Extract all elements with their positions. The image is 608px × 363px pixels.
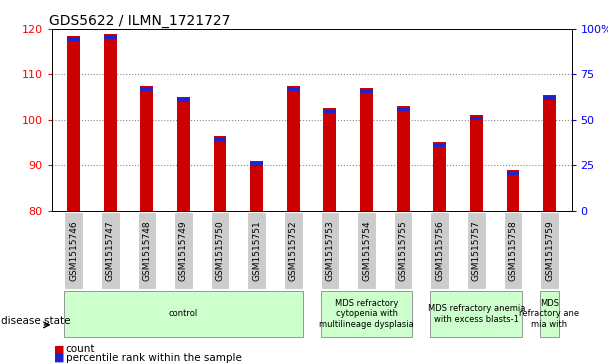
Text: GSM1515754: GSM1515754 [362,220,371,281]
Text: MDS
refractory ane
mia with: MDS refractory ane mia with [519,299,579,329]
Bar [434,142,446,211]
Text: GSM1515750: GSM1515750 [216,220,224,281]
Bar [64,291,303,337]
Bar [287,86,300,211]
Text: GSM1515756: GSM1515756 [435,220,444,281]
Text: GSM1515751: GSM1515751 [252,220,261,281]
Bar [250,160,263,211]
Bar [140,87,153,91]
Text: ■: ■ [54,352,64,363]
Bar [541,212,559,289]
Bar [177,97,190,211]
Bar [174,212,193,289]
Bar [541,291,559,337]
Text: ■: ■ [54,344,64,354]
Bar [104,33,117,211]
Bar [67,37,80,41]
Bar [543,95,556,211]
Bar [67,36,80,211]
Bar [543,96,556,100]
Bar [247,212,266,289]
Text: GSM1515759: GSM1515759 [545,220,554,281]
Bar [394,212,412,289]
Text: count: count [66,344,95,354]
Text: GSM1515753: GSM1515753 [325,220,334,281]
Text: GSM1515757: GSM1515757 [472,220,481,281]
Bar [396,107,410,111]
Text: disease state: disease state [1,316,71,326]
Text: percentile rank within the sample: percentile rank within the sample [66,352,241,363]
Bar [470,117,483,120]
Bar [104,35,117,38]
Text: GSM1515746: GSM1515746 [69,220,78,281]
Bar [503,212,522,289]
Bar [396,106,410,211]
Bar [213,137,227,140]
Bar [137,212,156,289]
Bar [467,212,486,289]
Bar [470,115,483,211]
Bar [287,87,300,91]
Bar [323,109,336,211]
Bar [430,212,449,289]
Text: GDS5622 / ILMN_1721727: GDS5622 / ILMN_1721727 [49,14,230,28]
Text: GSM1515758: GSM1515758 [508,220,517,281]
Bar [211,212,229,289]
Bar [101,212,120,289]
Text: GSM1515748: GSM1515748 [142,220,151,281]
Bar [320,212,339,289]
Bar [506,170,519,211]
Bar [360,88,373,211]
Text: GSM1515755: GSM1515755 [399,220,407,281]
Text: GSM1515747: GSM1515747 [106,220,115,281]
Bar [357,212,376,289]
Bar [360,89,373,93]
Bar [213,136,227,211]
Text: GSM1515752: GSM1515752 [289,220,298,281]
Bar [320,291,412,337]
Bar [64,212,83,289]
Bar [284,212,303,289]
Text: MDS refractory
cytopenia with
multilineage dysplasia: MDS refractory cytopenia with multilinea… [319,299,414,329]
Bar [430,291,522,337]
Bar [177,98,190,102]
Bar [140,86,153,211]
Text: control: control [169,310,198,318]
Text: GSM1515749: GSM1515749 [179,220,188,281]
Bar [506,171,519,175]
Text: MDS refractory anemia
with excess blasts-1: MDS refractory anemia with excess blasts… [427,304,525,324]
Bar [434,144,446,147]
Bar [323,110,336,113]
Bar [250,162,263,166]
